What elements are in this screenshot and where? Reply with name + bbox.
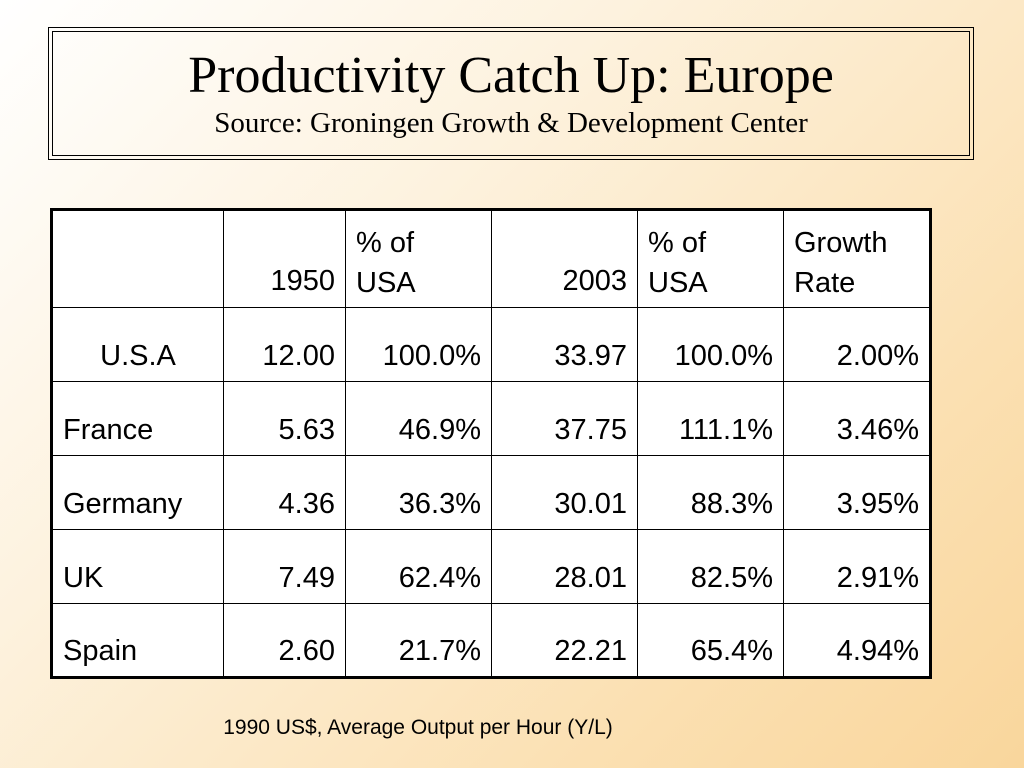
pct-usa-2003-cell: 82.5%	[637, 529, 784, 604]
table-header-row: 1950 % of USA 2003 % of USA Growth Rate	[51, 209, 931, 308]
country-cell: UK	[51, 529, 224, 604]
country-cell: France	[51, 381, 224, 456]
table-row: Germany 4.36 36.3% 30.01 88.3% 3.95%	[51, 455, 931, 530]
pct-usa-1950-cell: 21.7%	[345, 603, 492, 678]
header-cell-pct-usa-2003: % of USA	[637, 209, 784, 308]
country-cell: U.S.A	[51, 307, 224, 382]
country-cell: Spain	[51, 603, 224, 678]
page-subtitle: Source: Groningen Growth & Development C…	[214, 107, 808, 139]
table-row: UK 7.49 62.4% 28.01 82.5% 2.91%	[51, 529, 931, 604]
growth-rate-cell: 2.00%	[783, 307, 931, 382]
value-2003-cell: 28.01	[491, 529, 638, 604]
country-cell: Germany	[51, 455, 224, 530]
value-1950-cell: 7.49	[223, 529, 346, 604]
header-cell-pct-usa-1950: % of USA	[345, 209, 492, 308]
growth-rate-cell: 2.91%	[783, 529, 931, 604]
pct-usa-1950-cell: 36.3%	[345, 455, 492, 530]
header-cell-growth-rate: Growth Rate	[783, 209, 931, 308]
header-cell-2003: 2003	[491, 209, 638, 308]
growth-rate-cell: 3.46%	[783, 381, 931, 456]
header-cell-country	[51, 209, 224, 308]
pct-usa-1950-cell: 62.4%	[345, 529, 492, 604]
title-frame: Productivity Catch Up: Europe Source: Gr…	[52, 31, 970, 156]
pct-usa-1950-cell: 100.0%	[345, 307, 492, 382]
pct-usa-1950-cell: 46.9%	[345, 381, 492, 456]
value-2003-cell: 30.01	[491, 455, 638, 530]
pct-usa-2003-cell: 100.0%	[637, 307, 784, 382]
value-2003-cell: 22.21	[491, 603, 638, 678]
value-1950-cell: 12.00	[223, 307, 346, 382]
pct-usa-2003-cell: 65.4%	[637, 603, 784, 678]
header-cell-1950: 1950	[223, 209, 346, 308]
value-1950-cell: 4.36	[223, 455, 346, 530]
productivity-table: 1950 % of USA 2003 % of USA Growth Rate U.S…	[50, 208, 932, 679]
growth-rate-cell: 4.94%	[783, 603, 931, 678]
footnote: 1990 US$, Average Output per Hour (Y/L)	[223, 716, 613, 739]
pct-usa-2003-cell: 111.1%	[637, 381, 784, 456]
value-1950-cell: 2.60	[223, 603, 346, 678]
page-title: Productivity Catch Up: Europe	[188, 47, 834, 104]
table-row: France 5.63 46.9% 37.75 111.1% 3.46%	[51, 381, 931, 456]
value-1950-cell: 5.63	[223, 381, 346, 456]
table-row: Spain 2.60 21.7% 22.21 65.4% 4.94%	[51, 603, 931, 678]
title-box: Productivity Catch Up: Europe Source: Gr…	[48, 27, 974, 160]
growth-rate-cell: 3.95%	[783, 455, 931, 530]
table-row: U.S.A 12.00 100.0% 33.97 100.0% 2.00%	[51, 307, 931, 382]
value-2003-cell: 37.75	[491, 381, 638, 456]
pct-usa-2003-cell: 88.3%	[637, 455, 784, 530]
value-2003-cell: 33.97	[491, 307, 638, 382]
